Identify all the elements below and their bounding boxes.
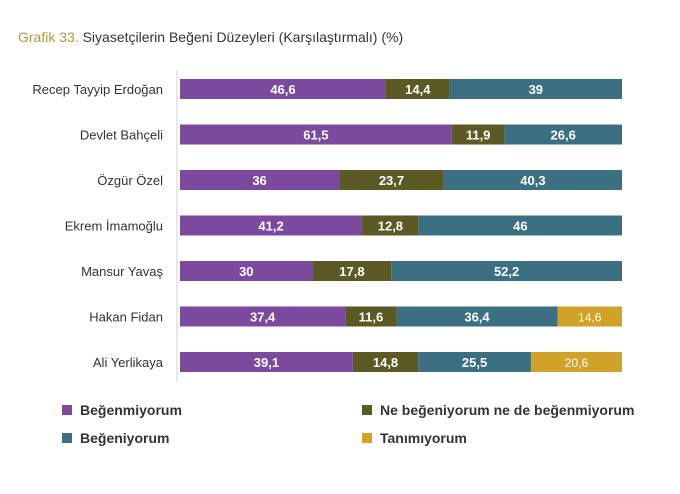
data-label: 46,6 — [270, 82, 295, 97]
bar-segment — [180, 352, 353, 372]
legend-label: Beğenmiyorum — [80, 402, 182, 418]
legend-item: Beğenmiyorum — [62, 402, 182, 418]
category-label: Devlet Bahçeli — [80, 128, 163, 143]
legend-item: Beğeniyorum — [62, 430, 169, 446]
bar-segment — [312, 261, 392, 281]
legend-swatch — [362, 405, 372, 415]
data-label: 39,1 — [254, 355, 279, 370]
bar-segment — [180, 170, 340, 190]
bar-segment — [345, 306, 397, 327]
legend-item: Ne beğeniyorum ne de beğenmiyorum — [362, 402, 634, 418]
data-label: 40,3 — [520, 173, 545, 188]
bar-segment — [418, 215, 622, 236]
bar-segment — [339, 170, 444, 190]
category-label: Ali Yerlikaya — [93, 355, 164, 370]
legend-swatch — [362, 433, 372, 443]
category-label: Mansur Yavaş — [81, 264, 163, 279]
bar-segment — [557, 306, 622, 327]
chart-legend: Beğenmiyorum Ne beğeniyorum ne de beğenmi… — [62, 402, 680, 462]
data-label: 11,9 — [466, 128, 491, 143]
data-label: 30 — [239, 264, 253, 279]
data-label: 23,7 — [379, 173, 404, 188]
chart-title: Grafik 33. Siyasetçilerin Beğeni Düzeyle… — [18, 29, 403, 45]
legend-label: Tanımıyorum — [380, 430, 467, 446]
legend-swatch — [62, 405, 72, 415]
bar-segment — [443, 170, 622, 190]
category-label: Özgür Özel — [97, 173, 163, 188]
legend-label: Beğeniyorum — [80, 430, 170, 446]
bar-segment — [362, 215, 419, 236]
data-label: 36 — [252, 173, 266, 188]
bar-segment — [449, 79, 622, 99]
data-label: 11,6 — [359, 310, 384, 325]
bar-segment — [180, 261, 313, 281]
data-label: 36,4 — [464, 310, 490, 325]
data-label: 17,8 — [339, 264, 364, 279]
legend-item: Tanımıyorum — [362, 430, 467, 446]
bar-segment — [504, 124, 622, 145]
bar-segment — [352, 352, 419, 372]
data-label: 26,6 — [551, 128, 576, 143]
bar-segment — [180, 215, 363, 236]
bar-segment — [418, 352, 531, 372]
data-label: 14,6 — [578, 311, 602, 325]
legend-label: Ne beğeniyorum ne de beğenmiyorum — [380, 402, 635, 418]
data-label: 20,6 — [565, 356, 589, 370]
bar-segment — [385, 79, 450, 99]
bar-segment — [451, 124, 505, 145]
chart-title-prefix: Grafik 33. — [18, 29, 79, 45]
data-label: 46 — [513, 219, 527, 234]
data-label: 41,2 — [258, 219, 283, 234]
category-label: Hakan Fidan — [89, 310, 163, 325]
bar-segment — [391, 261, 622, 281]
category-label: Ekrem İmamoğlu — [65, 219, 163, 234]
data-label: 52,2 — [494, 264, 519, 279]
stacked-bar-chart: Recep Tayyip Erdoğan 46,6 14,4 39 Devlet Bah… — [32, 70, 622, 382]
bar-segment — [396, 306, 558, 327]
bar-segment — [180, 306, 346, 327]
data-label: 37,4 — [250, 310, 276, 325]
data-label: 25,5 — [462, 355, 487, 370]
data-label: 39 — [529, 82, 543, 97]
data-label: 12,8 — [378, 219, 403, 234]
data-label: 61,5 — [303, 128, 328, 143]
bar-segment — [180, 124, 452, 145]
bar-segment — [530, 352, 622, 372]
data-label: 14,8 — [373, 355, 398, 370]
category-label: Recep Tayyip Erdoğan — [32, 82, 163, 97]
chart-title-text: Siyasetçilerin Beğeni Düzeyleri (Karşıla… — [82, 29, 404, 45]
legend-swatch — [62, 433, 72, 443]
data-label: 14,4 — [405, 82, 431, 97]
bar-segment — [180, 79, 386, 99]
